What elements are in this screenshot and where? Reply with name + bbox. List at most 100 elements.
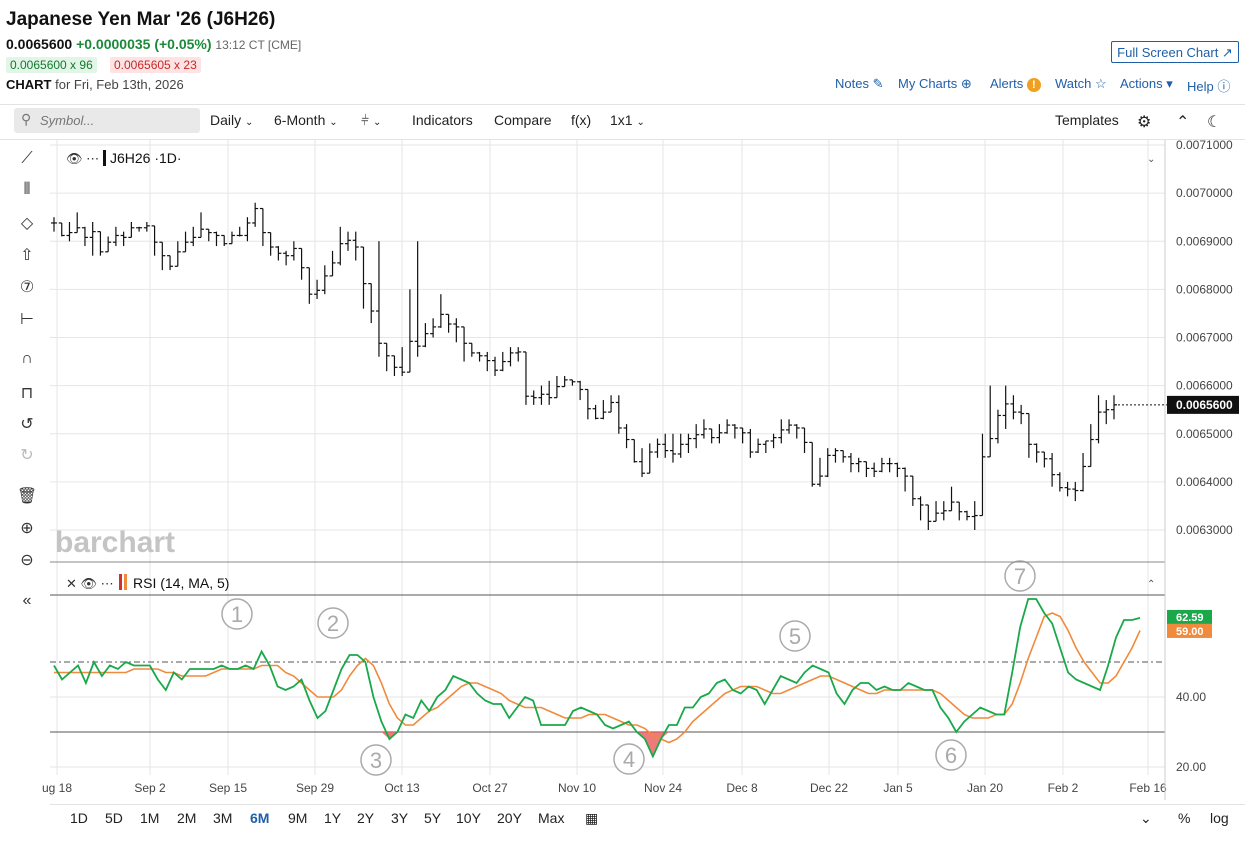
- magnet-icon[interactable]: ∩: [21, 350, 33, 367]
- watch-link[interactable]: Watch ☆: [1055, 76, 1107, 92]
- price-line: 0.0065600 +0.0000035 (+0.05%) 13:12 CT […: [6, 36, 301, 52]
- indicators-button[interactable]: Indicators: [412, 112, 473, 128]
- ohlc-bar: [437, 294, 444, 328]
- ohlc-bar: [902, 467, 909, 492]
- zoom-out-icon[interactable]: ⊖: [20, 552, 34, 569]
- range-button-3y[interactable]: 3Y: [391, 810, 409, 826]
- help-link[interactable]: Help ⓘ: [1187, 76, 1230, 95]
- ohlc-bar: [1002, 385, 1009, 429]
- unlock-icon[interactable]: ⊓: [20, 385, 34, 402]
- range-button-1d[interactable]: 1D: [70, 810, 88, 826]
- alerts-link[interactable]: Alerts !: [990, 76, 1041, 92]
- arrow-tool-icon[interactable]: ⇧: [20, 247, 34, 264]
- symbol-search-input[interactable]: [14, 108, 200, 133]
- full-screen-chart-button[interactable]: Full Screen Chart ↗: [1111, 41, 1239, 63]
- x-tick-label: Sep 15: [209, 781, 247, 795]
- range-button-20y[interactable]: 20Y: [497, 810, 522, 826]
- x-tick-label: Feb 16: [1129, 781, 1167, 795]
- ohlc-bar: [221, 234, 228, 247]
- percent-toggle[interactable]: %: [1178, 810, 1191, 826]
- templates-button[interactable]: Templates: [1055, 112, 1119, 128]
- chevron-down-icon: ⌄: [636, 117, 645, 128]
- eye-icon[interactable]: 👁 ⋯: [66, 151, 99, 166]
- range-button-5d[interactable]: 5D: [105, 810, 123, 826]
- ohlc-bar: [51, 217, 57, 232]
- actions-label: Actions: [1120, 76, 1163, 91]
- ohlc-bar: [933, 501, 940, 522]
- series-color-swatch: [103, 150, 106, 166]
- ohlc-bar: [476, 351, 483, 362]
- trash-icon[interactable]: 🗑: [16, 488, 38, 505]
- range-button-2y[interactable]: 2Y: [357, 810, 375, 826]
- chevron-down-icon: ⌄: [372, 117, 382, 128]
- range-button-10y[interactable]: 10Y: [456, 810, 481, 826]
- y-tick-label: 0.0071000: [1176, 138, 1233, 152]
- ohlc-bar: [414, 241, 421, 357]
- edit-icon: ✎: [872, 76, 884, 91]
- annotation-marker-6: 6: [935, 739, 967, 771]
- measure-tool-icon[interactable]: ⊢: [20, 311, 34, 328]
- range-button-6m[interactable]: 6M: [250, 810, 270, 826]
- trendline-tool-icon[interactable]: ⟋: [21, 150, 33, 167]
- collapse-up-icon[interactable]: ⌃: [1176, 114, 1190, 131]
- ohlc-bar: [306, 267, 313, 304]
- x-tick-label: Sep 29: [296, 781, 334, 795]
- ohlc-bar: [608, 395, 615, 413]
- log-toggle[interactable]: log: [1210, 810, 1229, 826]
- calendar-icon[interactable]: ▦: [585, 810, 599, 826]
- x-tick-label: Oct 27: [472, 781, 508, 795]
- range-button-1y[interactable]: 1Y: [324, 810, 342, 826]
- number-tool-icon[interactable]: ⑦: [19, 279, 35, 296]
- barchart-watermark: barchart: [55, 526, 175, 559]
- ohlc-bar: [530, 390, 537, 405]
- collapse-left-icon[interactable]: «: [22, 592, 32, 609]
- undo-icon[interactable]: ↺: [20, 416, 34, 433]
- ohlc-bar: [461, 326, 468, 362]
- ohlc-bar: [1111, 395, 1117, 420]
- ohlc-bar: [314, 279, 321, 299]
- settings-gear-icon[interactable]: ⚙: [1137, 114, 1152, 131]
- ohlc-bar: [236, 226, 243, 237]
- range-button-1m[interactable]: 1M: [140, 810, 160, 826]
- redo-icon[interactable]: ↻: [20, 447, 34, 464]
- expand-down-icon[interactable]: ⌄: [1140, 810, 1152, 826]
- range-dropdown[interactable]: 6-Month ⌄: [274, 112, 338, 128]
- notes-link[interactable]: Notes ✎: [835, 76, 884, 92]
- range-button-3m[interactable]: 3M: [213, 810, 233, 826]
- quote-time: 13:12 CT [CME]: [215, 38, 302, 52]
- x-tick-label: Feb 2: [1048, 781, 1079, 795]
- my-charts-link[interactable]: My Charts ⊕: [898, 76, 972, 92]
- close-icon[interactable]: ✕ 👁 ⋯: [66, 576, 114, 591]
- ohlc-bar: [1056, 472, 1063, 492]
- interval-dropdown[interactable]: Daily ⌄: [210, 112, 253, 128]
- ohlc-bar: [259, 207, 266, 247]
- chart-type-dropdown[interactable]: ⫩ ⌄: [361, 112, 381, 129]
- range-button-9m[interactable]: 9M: [288, 810, 308, 826]
- actions-menu[interactable]: Actions ▾: [1120, 76, 1173, 92]
- last-price: 0.0065600: [6, 36, 73, 52]
- fib-tool-icon[interactable]: ⦀: [23, 181, 31, 198]
- ohlc-bar: [778, 419, 785, 444]
- pane-collapse-icon[interactable]: ⌄: [1147, 154, 1155, 165]
- ohlc-bar: [167, 255, 174, 271]
- range-button-max[interactable]: Max: [538, 810, 565, 826]
- ohlc-bar: [561, 376, 568, 388]
- range-button-5y[interactable]: 5Y: [424, 810, 442, 826]
- fx-button[interactable]: f(x): [571, 112, 592, 128]
- ohlc-bar: [685, 433, 692, 453]
- range-bar: [50, 804, 1245, 833]
- range-button-2m[interactable]: 2M: [177, 810, 197, 826]
- y-tick-label: 0.0070000: [1176, 186, 1233, 200]
- ask-badge: 0.0065605 x 23: [110, 57, 201, 73]
- zoom-in-icon[interactable]: ⊕: [20, 520, 34, 537]
- layout-dropdown[interactable]: 1x1 ⌄: [610, 112, 645, 128]
- rsi-pane-collapse-icon[interactable]: ⌃: [1147, 579, 1155, 590]
- ohlc-bar: [577, 380, 584, 401]
- ma-color-swatch: [124, 574, 127, 590]
- compare-button[interactable]: Compare: [494, 112, 552, 128]
- shape-tool-icon[interactable]: ◇: [20, 215, 34, 232]
- dark-mode-moon-icon[interactable]: ☾: [1207, 114, 1222, 131]
- last-price-tag: [1167, 395, 1239, 414]
- star-icon: ☆: [1094, 76, 1107, 91]
